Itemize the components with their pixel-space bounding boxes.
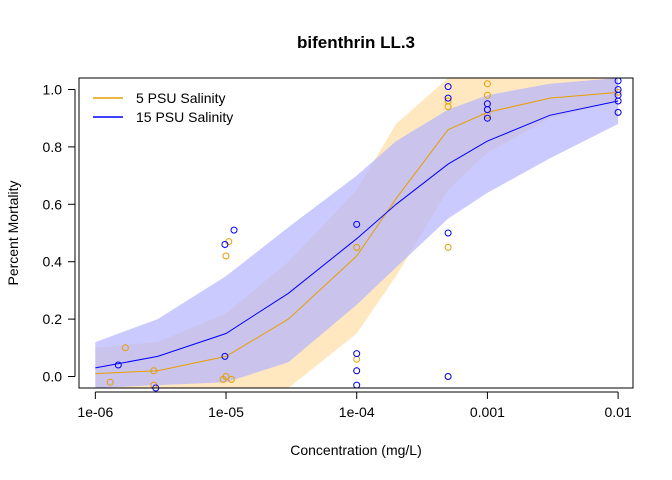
data-point-15psu-14 [483, 106, 491, 114]
plot-frame [78, 77, 634, 389]
y-tick-label: 0.2 [43, 311, 63, 327]
data-point-5psu-7 [222, 373, 230, 380]
y-tick-label: 0.8 [43, 139, 63, 155]
legend-label-5psu: 5 PSU Salinity [136, 90, 225, 106]
y-tick-label: 0.4 [43, 254, 63, 270]
data-point-15psu-2 [221, 241, 229, 248]
x-tick-label: 1e-06 [77, 404, 113, 420]
data-point-5psu-20 [614, 88, 622, 96]
x-tick-label: 1e-05 [208, 404, 244, 420]
data-point-15psu-7 [353, 367, 361, 375]
data-point-5psu-12 [444, 243, 452, 251]
x-tick-label: 0.01 [604, 404, 631, 420]
chart-title: bifenthrin LL.3 [297, 33, 415, 52]
data-point-15psu-4 [221, 352, 229, 360]
x-tick-label: 1e-04 [339, 404, 375, 420]
fitted-curves [95, 91, 619, 375]
data-point-5psu-5 [222, 252, 230, 260]
observations [106, 77, 622, 392]
data-point-15psu-10 [444, 94, 452, 102]
y-axis-label: Percent Mortality [5, 180, 21, 285]
x-axis-label: Concentration (mg/L) [290, 442, 422, 458]
legend-label-15psu: 15 PSU Salinity [136, 109, 233, 125]
legend: 5 PSU Salinity 15 PSU Salinity [93, 90, 233, 125]
data-point-15psu-9 [444, 83, 452, 91]
data-point-15psu-5 [353, 220, 361, 228]
data-point-5psu-17 [483, 91, 491, 99]
data-point-5psu-14 [444, 97, 452, 105]
data-point-5psu-8 [227, 375, 235, 383]
x-tick-label: 0.001 [470, 404, 505, 420]
data-point-5psu-10 [353, 355, 361, 363]
y-tick-label: 0.6 [43, 196, 63, 212]
data-point-15psu-0 [114, 361, 122, 369]
y-tick-label: 1.0 [43, 81, 63, 97]
data-point-15psu-8 [353, 381, 361, 389]
data-point-5psu-2 [150, 367, 158, 375]
data-point-5psu-1 [121, 344, 129, 352]
data-point-15psu-20 [614, 108, 622, 116]
data-point-15psu-6 [353, 350, 361, 358]
data-point-15psu-11 [444, 229, 452, 237]
data-point-15psu-19 [614, 97, 622, 105]
x-axis: 1e-06 1e-05 1e-04 0.001 0.01 [77, 391, 632, 420]
data-point-15psu-15 [483, 114, 491, 122]
y-tick-label: 0.0 [43, 369, 63, 385]
data-point-5psu-16 [483, 80, 491, 88]
y-axis: 0.0 0.2 0.4 0.6 0.8 1.0 [43, 81, 76, 385]
confidence-bands [95, 78, 619, 388]
confidence-band-15psu [95, 78, 619, 388]
data-point-5psu-0 [106, 378, 114, 386]
data-point-15psu-12 [444, 373, 452, 380]
fitted-curve-15psu [95, 100, 619, 369]
fitted-curve-5psu [95, 91, 619, 375]
data-point-5psu-9 [353, 243, 361, 251]
data-point-15psu-3 [230, 226, 238, 234]
